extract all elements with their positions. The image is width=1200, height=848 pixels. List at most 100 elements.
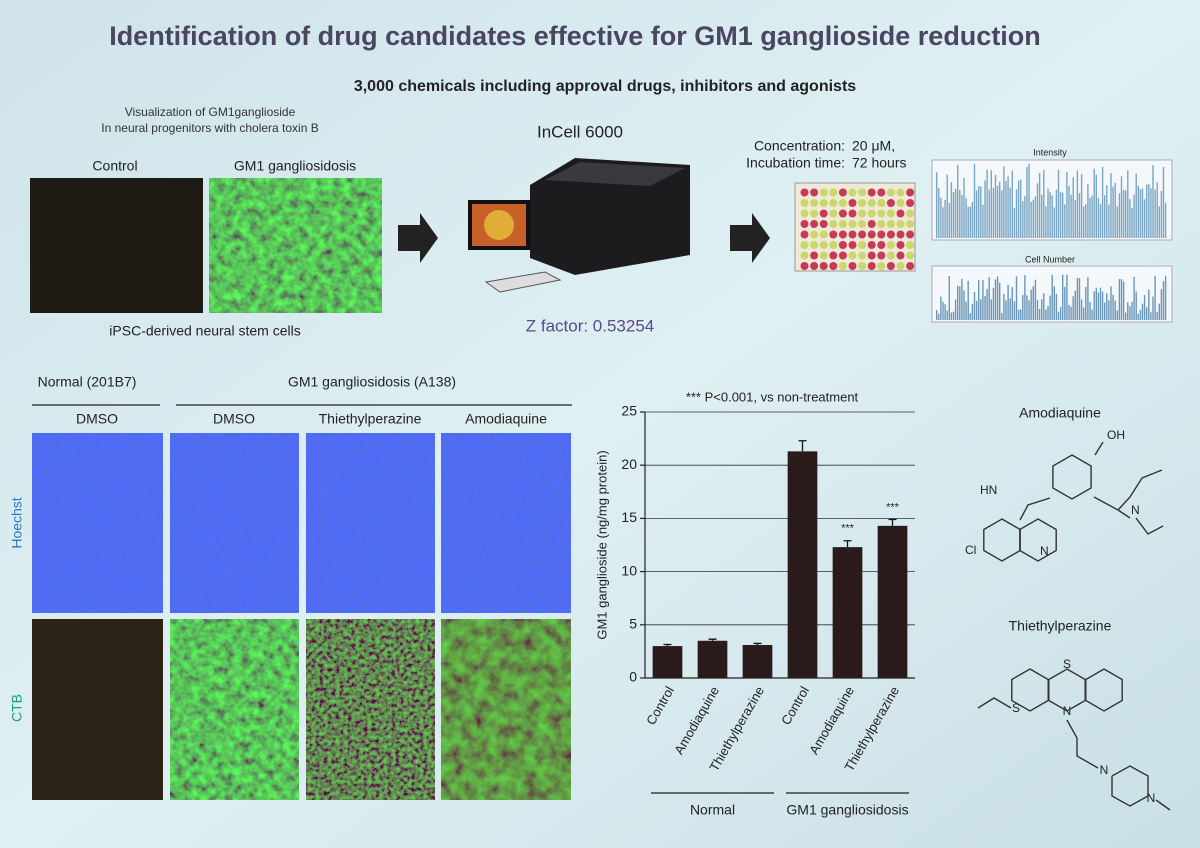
well <box>848 209 857 218</box>
significance-label: *** <box>886 501 900 513</box>
bar <box>787 451 818 678</box>
plot-bar <box>1007 176 1009 238</box>
well <box>858 262 867 270</box>
plot-bar <box>971 201 974 238</box>
well <box>810 262 819 270</box>
plot-bar <box>944 304 946 320</box>
well <box>886 241 895 249</box>
plot-bar <box>1146 184 1148 238</box>
plot-bar <box>1066 171 1068 238</box>
plot-bar <box>999 282 1001 320</box>
well <box>848 251 857 260</box>
atom-label: S <box>1063 657 1071 671</box>
plot-bar <box>986 169 988 238</box>
well <box>829 262 838 270</box>
significance-label: *** <box>841 523 855 535</box>
plot-bar <box>994 174 997 238</box>
plot-bar <box>940 296 942 320</box>
plot-bar <box>1101 291 1104 320</box>
plot-bar <box>1083 307 1085 320</box>
plot-bar <box>1106 293 1108 320</box>
plot-bar <box>1074 290 1076 320</box>
well <box>829 209 838 218</box>
well <box>858 241 867 249</box>
well <box>819 262 828 270</box>
plot-bar <box>1116 206 1118 238</box>
plot-bar <box>1110 286 1112 320</box>
condition-label: Incubation time: <box>746 155 845 171</box>
plot-bar <box>963 290 965 320</box>
plot-bar <box>1034 279 1037 320</box>
plot-bar <box>1020 179 1022 238</box>
plot-bar <box>1053 207 1055 238</box>
plot-bar <box>994 279 997 320</box>
bar <box>742 645 773 678</box>
plot-bar <box>1074 199 1076 238</box>
plot-bar <box>1148 183 1150 238</box>
plot-bar <box>971 303 974 320</box>
well <box>906 220 915 228</box>
plot-bar <box>980 299 982 320</box>
y-tick-label: 5 <box>629 616 637 632</box>
micrograph <box>30 178 203 313</box>
plot-bar <box>959 189 961 238</box>
plot-bar <box>1162 167 1165 238</box>
well <box>877 262 886 270</box>
plot-bar <box>978 185 980 238</box>
bar <box>652 646 683 678</box>
plot-bar <box>1135 291 1137 320</box>
plot-bar <box>996 276 999 320</box>
error-bar <box>663 643 672 647</box>
well <box>867 199 876 207</box>
plot-bar <box>1009 298 1011 320</box>
plot-bar <box>1097 197 1100 238</box>
plot-bar <box>1110 173 1112 238</box>
plot-bar <box>946 310 948 320</box>
well <box>896 220 905 228</box>
atom-label: Cl <box>965 543 976 557</box>
plot-bar <box>1139 309 1142 320</box>
y-tick-label: 25 <box>621 403 637 419</box>
well <box>838 220 847 228</box>
plot-bar <box>1030 289 1032 320</box>
plot-bar <box>1162 281 1165 320</box>
plot-bar <box>1070 194 1072 238</box>
arrow <box>398 213 438 263</box>
column-label: DMSO <box>76 411 118 427</box>
bond <box>977 697 1171 811</box>
well <box>848 220 857 228</box>
well <box>877 188 886 197</box>
plot-bar <box>952 192 955 238</box>
well <box>906 188 915 197</box>
plot-bar <box>1125 190 1127 238</box>
plot-bar <box>975 190 978 238</box>
well <box>896 251 905 260</box>
plot-bar <box>1041 299 1043 320</box>
well <box>896 241 905 249</box>
plot-bar <box>1047 305 1049 320</box>
screening-plots <box>931 159 1173 323</box>
plot-bar <box>996 185 999 238</box>
plot-bar <box>1024 196 1026 238</box>
plot-bar <box>1104 302 1106 320</box>
well <box>810 230 819 239</box>
plot-bar <box>973 163 976 238</box>
plot-bar <box>942 301 944 320</box>
plot-bar <box>1158 206 1160 238</box>
well <box>800 199 809 207</box>
plot-bar <box>961 195 963 238</box>
column-label: Amodiaquine <box>465 411 547 427</box>
plot-bar <box>961 278 963 320</box>
well <box>838 199 847 207</box>
plot-bar <box>1078 193 1081 238</box>
well <box>906 199 915 207</box>
well <box>800 188 809 197</box>
well <box>886 209 895 218</box>
plot-bar <box>1160 289 1163 320</box>
plot-bar <box>950 312 953 320</box>
plot-bar <box>1066 274 1068 320</box>
plot-bar <box>1064 204 1066 238</box>
plot-bar <box>1064 286 1066 320</box>
plot-bar <box>1068 186 1070 238</box>
plot-bar <box>1001 190 1003 238</box>
